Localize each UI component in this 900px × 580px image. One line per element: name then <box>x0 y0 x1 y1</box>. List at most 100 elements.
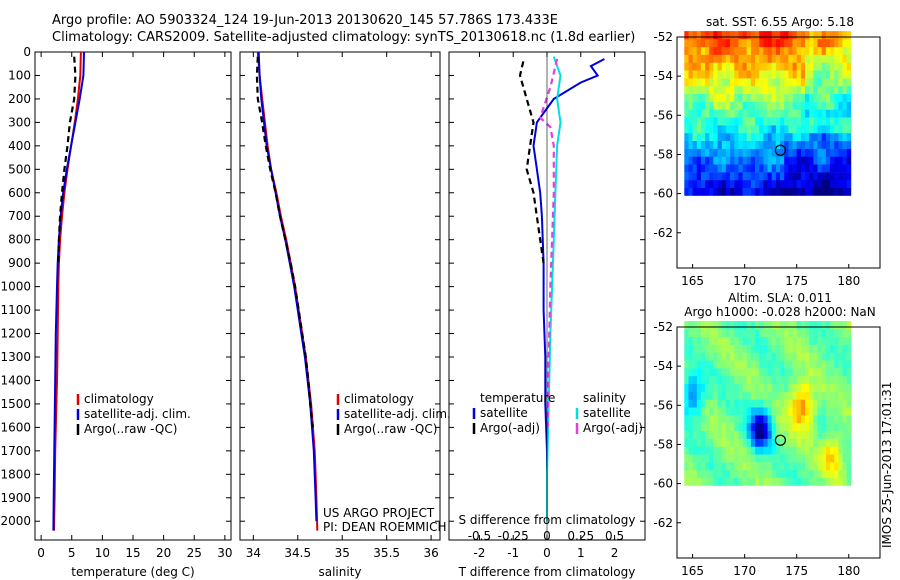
map-cell <box>713 140 718 149</box>
map-cell <box>692 54 698 63</box>
map-cell <box>746 477 752 486</box>
map-cell <box>755 360 760 369</box>
map-cell <box>846 469 852 478</box>
map-cell <box>834 46 839 55</box>
map-cell <box>805 391 810 400</box>
map-cell <box>742 383 748 392</box>
map-cell <box>742 375 748 384</box>
map-cell <box>692 101 698 110</box>
map-cell <box>796 446 802 455</box>
map-cell <box>830 415 835 424</box>
map-cell <box>717 352 723 361</box>
map-cell <box>688 54 693 63</box>
map-cell <box>738 54 743 63</box>
map-cell <box>809 46 814 55</box>
map-cell <box>725 179 731 188</box>
map-cell <box>692 321 698 330</box>
map-cell <box>792 477 798 486</box>
map-cell <box>717 336 723 345</box>
map-cell <box>721 469 727 478</box>
map-cell <box>767 172 773 181</box>
map-cell <box>817 109 822 118</box>
map-cell <box>709 70 714 79</box>
map-cell <box>705 78 710 87</box>
map-cell <box>775 39 781 48</box>
map-cell <box>721 321 727 330</box>
map-cell <box>784 62 789 71</box>
map-cell <box>792 54 798 63</box>
map-cell <box>784 101 789 110</box>
map-cell <box>846 85 852 94</box>
map-cell <box>688 101 693 110</box>
map-cell <box>809 85 814 94</box>
map-cell <box>767 415 773 424</box>
map-cell <box>746 391 752 400</box>
map-cell <box>755 454 760 463</box>
map-cell <box>821 360 827 369</box>
map-cell <box>738 469 743 478</box>
map-cell <box>725 329 731 338</box>
map-x-tick-label: 180 <box>837 274 860 288</box>
map-cell <box>721 85 727 94</box>
map-cell <box>780 93 785 102</box>
map-cell <box>717 31 723 40</box>
map-cell <box>717 148 723 157</box>
map-cell <box>784 360 789 369</box>
map-cell <box>805 93 810 102</box>
map-cell <box>709 336 714 345</box>
map-cell <box>709 321 714 330</box>
map-cell <box>838 148 843 157</box>
map-cell <box>780 469 785 478</box>
map-cell <box>721 399 727 408</box>
map-cell <box>746 329 752 338</box>
map-cell <box>763 140 768 149</box>
map-cell <box>846 31 852 40</box>
map-cell <box>838 132 843 141</box>
map-cell <box>688 78 693 87</box>
map-cell <box>805 46 810 55</box>
map-y-tick-label: -60 <box>653 187 673 201</box>
map-cell <box>805 54 810 63</box>
map-cell <box>684 70 689 79</box>
map-cell <box>705 438 710 447</box>
map-cell <box>767 46 773 55</box>
map-cell <box>838 172 843 181</box>
map-cell <box>771 78 777 87</box>
map-cell <box>688 46 693 55</box>
map-cell <box>688 446 693 455</box>
plot-frame <box>239 51 441 541</box>
map-cell <box>750 383 756 392</box>
map-cell <box>825 179 831 188</box>
map-cell <box>738 391 743 400</box>
map-cell <box>780 179 785 188</box>
map-cell <box>717 46 723 55</box>
map-cell <box>842 407 847 416</box>
y-tick-label: 900 <box>8 256 31 270</box>
map-cell <box>792 93 798 102</box>
map-cell <box>817 46 822 55</box>
map-cell <box>742 415 748 424</box>
map-cell <box>696 407 702 416</box>
map-x-tick-label: 170 <box>733 274 756 288</box>
map-title-line1: Altim. SLA: 0.011 <box>728 291 832 305</box>
map-cell <box>780 39 785 48</box>
map-y-tick-label: -62 <box>653 516 673 530</box>
map-cell <box>809 446 814 455</box>
map-cell <box>746 109 752 118</box>
map-cell <box>771 132 777 141</box>
map-cell <box>834 321 839 330</box>
map-cell <box>842 109 847 118</box>
map-cell <box>830 125 835 134</box>
map-cell <box>700 415 706 424</box>
x-tick-label: 20 <box>156 546 171 560</box>
map-cell <box>763 179 768 188</box>
map-cell <box>709 469 714 478</box>
map-cell <box>688 422 693 431</box>
map-cell <box>830 336 835 345</box>
map-cell <box>725 132 731 141</box>
map-cell <box>834 148 839 157</box>
map-cell <box>767 70 773 79</box>
map-cell <box>684 391 689 400</box>
